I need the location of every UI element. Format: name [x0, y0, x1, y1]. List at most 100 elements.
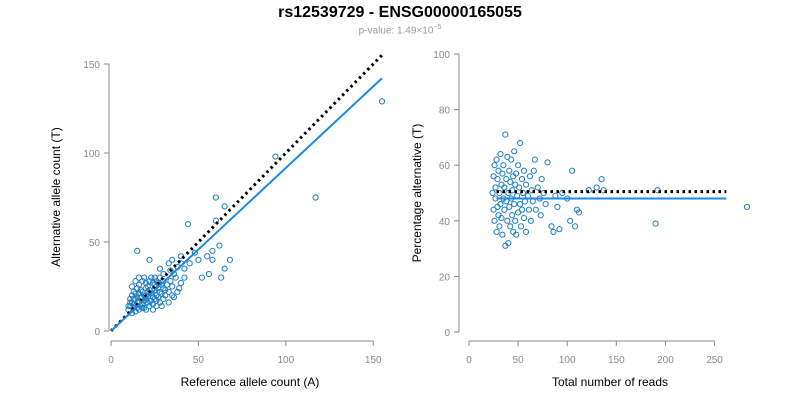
left-data-point: [155, 294, 162, 301]
left-x-axis-label: Reference allele count (A): [181, 375, 320, 389]
left-data-point: [132, 290, 139, 297]
left-data-point: [156, 288, 164, 295]
left-data-point: [174, 288, 181, 295]
chart-subtitle: p-value: 1.49×10−5: [0, 24, 800, 36]
right-x-tick-label: 150: [608, 355, 625, 366]
left-data-point: [158, 290, 165, 297]
left-data-point: [177, 279, 185, 287]
right-x-tick-label: 200: [657, 355, 674, 366]
right-y-tick-label: 20: [439, 272, 451, 283]
right-data-point: [493, 156, 500, 163]
right-x-tick-label: 50: [513, 355, 525, 366]
left-data-point: [176, 285, 183, 292]
right-data-point: [492, 184, 499, 191]
right-y-tick-label: 0: [444, 328, 450, 339]
right-data-point: [506, 203, 513, 210]
right-x-tick-label: 0: [466, 355, 472, 366]
right-data-point: [575, 209, 583, 216]
right-data-point: [509, 212, 516, 219]
right-data-point: [505, 239, 512, 247]
right-scatter-panel: 0 50 100 150 200 250 0 20 40 60 80 100 Total number …: [410, 50, 751, 389]
left-data-point: [186, 260, 193, 267]
left-data-point: [160, 285, 167, 292]
left-data-point: [139, 304, 146, 311]
left-y-tick-label: 0: [94, 327, 100, 338]
right-data-point: [491, 162, 498, 169]
right-y-tick-label: 40: [439, 217, 451, 228]
left-data-point: [378, 98, 386, 105]
right-data-point: [497, 201, 504, 208]
left-data-point: [156, 265, 164, 272]
left-data-point: [127, 295, 134, 303]
right-data-point: [598, 176, 605, 183]
right-y-axis-label: Percentage alternative (T): [410, 124, 424, 263]
right-data-point: [530, 167, 537, 174]
left-data-point: [212, 194, 220, 201]
right-data-point: [504, 217, 511, 224]
left-x-tick-label: 0: [108, 355, 114, 366]
right-y-tick-label: 60: [439, 161, 451, 172]
left-data-point: [172, 274, 179, 281]
right-data-point: [556, 226, 563, 233]
right-data-point: [499, 170, 506, 177]
left-data-point: [141, 304, 148, 311]
right-data-point: [548, 223, 555, 230]
right-data-point: [501, 184, 508, 191]
right-data-point: [491, 217, 498, 224]
left-data-point: [142, 306, 150, 313]
left-data-point: [153, 278, 160, 285]
left-data-point: [218, 274, 225, 281]
left-data-point: [184, 221, 192, 228]
left-data-point: [165, 299, 172, 306]
left-data-point: [216, 242, 223, 249]
right-data-point: [525, 206, 533, 213]
left-data-point: [139, 278, 146, 285]
right-data-point: [519, 189, 527, 197]
left-data-point: [169, 256, 176, 263]
right-data-point: [652, 220, 659, 227]
left-data-point: [165, 288, 172, 295]
right-data-point: [496, 223, 503, 230]
right-data-point: [493, 228, 500, 236]
left-data-point: [169, 283, 176, 290]
left-data-point: [158, 302, 165, 310]
left-data-point: [169, 292, 176, 299]
right-data-point: [569, 167, 576, 174]
right-data-point: [507, 178, 514, 185]
left-data-point: [195, 256, 202, 263]
right-data-point: [522, 181, 530, 188]
left-data-point: [156, 299, 164, 306]
left-data-point: [160, 295, 167, 303]
left-data-point: [142, 285, 150, 292]
left-data-point: [125, 302, 132, 310]
right-data-point: [508, 156, 515, 163]
left-data-point: [181, 274, 188, 281]
right-data-point: [554, 203, 561, 210]
left-data-point: [132, 278, 139, 285]
right-x-axis-label: Total number of reads: [552, 375, 668, 389]
right-data-point: [534, 184, 541, 191]
right-data-point: [522, 228, 530, 236]
right-data-point: [517, 223, 525, 230]
right-data-point: [489, 189, 496, 197]
right-data-point: [512, 217, 519, 224]
left-data-point: [312, 194, 319, 201]
left-y-tick-label: 150: [83, 60, 100, 71]
left-data-point: [148, 274, 155, 281]
left-scatter-panel: 0 50 100 150 0 50 100 150 Reference allele count…: [49, 54, 386, 389]
p-value-exponent: −5: [433, 24, 442, 31]
left-data-point: [155, 279, 162, 287]
left-data-point: [163, 281, 171, 288]
left-data-point: [151, 295, 158, 303]
left-data-point: [167, 267, 174, 274]
right-data-point: [537, 212, 544, 219]
right-data-point: [502, 131, 509, 138]
left-fit-line: [110, 77, 383, 332]
left-y-tick-label: 100: [83, 149, 100, 160]
right-data-point: [494, 176, 501, 183]
right-data-point: [743, 203, 751, 210]
right-data-point: [531, 156, 538, 163]
right-data-point: [513, 231, 520, 238]
left-data-point: [205, 270, 213, 278]
